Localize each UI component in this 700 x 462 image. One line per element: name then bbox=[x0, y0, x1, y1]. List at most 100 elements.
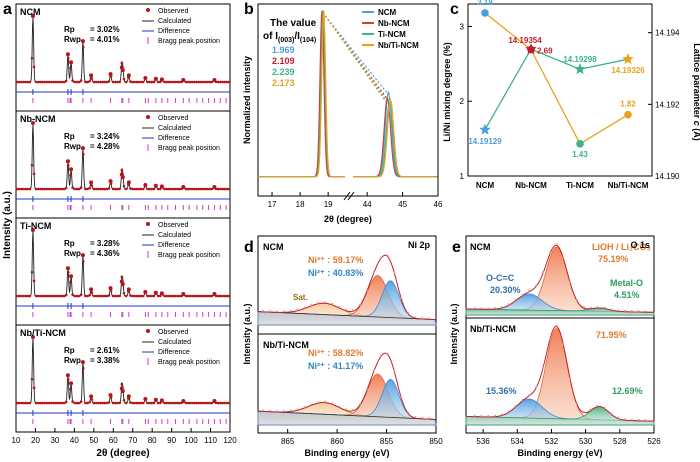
panel-d-observed-point bbox=[386, 254, 389, 257]
panel-a-rwp-label: Rwp bbox=[64, 35, 81, 44]
panel-a-rwp-value: = 4.28% bbox=[90, 142, 120, 151]
panel-a-observed-point bbox=[156, 187, 160, 191]
panel-b-axis-break bbox=[347, 191, 355, 201]
panel-b-legend: NCM Nb-NCM Ti-NCM Nb/Ti-NCM bbox=[362, 8, 419, 50]
panel-e-metal-value: 12.69% bbox=[612, 386, 643, 396]
panel-a-observed-point bbox=[171, 187, 175, 191]
panel-a-observed-point bbox=[118, 401, 121, 405]
panel-d-x-tick-label: 860 bbox=[330, 437, 344, 446]
panel-a-observed-point bbox=[84, 187, 87, 191]
panel-c-right-tick-label: 14.194 bbox=[655, 29, 680, 38]
panel-e-x-tick-label: 534 bbox=[511, 437, 525, 446]
panel-a-observed-point bbox=[135, 294, 139, 298]
panel-a-observed-point bbox=[37, 294, 40, 298]
panel-e-observed-point bbox=[521, 293, 524, 296]
panel-a-observed-point bbox=[103, 401, 107, 405]
panel-a-observed-point bbox=[124, 187, 128, 191]
panel-a-rwp-label: Rwp bbox=[64, 356, 81, 365]
panel-a-observed-point bbox=[218, 187, 222, 191]
panel-a-observed-peak bbox=[212, 78, 217, 83]
panel-c-lattice-marker bbox=[574, 63, 586, 75]
panel-e-observed-point bbox=[623, 309, 626, 312]
panel-a-observed-point bbox=[156, 80, 160, 84]
panel-e: e NCM LiOH / Li₂CO₃ 75.19% O-C=C 20.30% Metal… bbox=[449, 235, 661, 458]
panel-a-observed-point bbox=[122, 398, 126, 402]
panel-a-observed-point bbox=[114, 80, 117, 84]
panel-b-x-tick-label: 19 bbox=[324, 200, 333, 209]
panel-e-observed-point bbox=[480, 307, 483, 310]
panel-e-observed-point bbox=[535, 385, 538, 388]
panel-a-observed-point bbox=[139, 294, 143, 298]
panel-a-observed-point bbox=[52, 294, 55, 298]
panel-a-observed-point bbox=[49, 187, 53, 191]
panel-a-observed-point bbox=[86, 294, 89, 298]
panel-a-rp-value: = 3.24% bbox=[90, 132, 120, 141]
panel-e-lioh-value: 71.95% bbox=[596, 330, 627, 340]
panel-a-observed-point bbox=[17, 294, 21, 298]
panel-a-observed-point bbox=[47, 401, 51, 405]
panel-d-observed-point bbox=[275, 310, 278, 313]
panel-a-observed-point bbox=[26, 401, 29, 405]
panel-a-x-tick-label: 100 bbox=[184, 436, 198, 445]
panel-a-observed-point bbox=[210, 401, 214, 405]
panel-a-x-tick-label: 70 bbox=[128, 436, 137, 445]
panel-e-observed-point bbox=[589, 306, 592, 309]
panel-c-right-tick-label: 14.190 bbox=[655, 172, 680, 181]
panel-d-observed-point bbox=[303, 405, 306, 408]
panel-a-observed-point bbox=[223, 401, 226, 405]
panel-a-observed-point bbox=[62, 294, 66, 298]
panel-e-plot: NCM LiOH / Li₂CO₃ 75.19% O-C=C 20.30% Metal-O… bbox=[465, 242, 661, 446]
panel-a-observed-point bbox=[120, 61, 124, 65]
panel-e-observed-point bbox=[582, 410, 585, 413]
panel-a-observed-point bbox=[167, 294, 171, 298]
panel-e-observed-point bbox=[610, 412, 613, 415]
panel-a-observed-point bbox=[197, 80, 201, 84]
panel-a-observed-point bbox=[131, 294, 134, 298]
panel-d-observed-point bbox=[400, 396, 403, 399]
panel-a-observed-point bbox=[67, 164, 70, 167]
panel-a-observed-point bbox=[101, 294, 104, 298]
panel-a-observed-point bbox=[133, 80, 136, 84]
panel-a-observed-point bbox=[15, 80, 19, 84]
panel-a-observed-point bbox=[210, 187, 214, 191]
panel-a-observed-point bbox=[107, 294, 111, 297]
panel-a-observed-point bbox=[137, 401, 141, 405]
panel-a-observed-point bbox=[174, 80, 177, 84]
panel-e-x-tick-label: 530 bbox=[579, 437, 593, 446]
panel-a-observed-point bbox=[32, 172, 36, 176]
panel-b-ratio-value: 2.173 bbox=[272, 78, 295, 88]
panel-a-sample-name: Ti-NCM bbox=[20, 221, 51, 231]
panel-a-observed-point bbox=[52, 187, 55, 191]
panel-a-legend-label: Bragg peak position bbox=[158, 145, 220, 152]
panel-a-observed-point bbox=[101, 187, 104, 191]
panel-c-lattice-marker bbox=[479, 123, 491, 135]
panel-a-observed-peak bbox=[80, 253, 85, 258]
panel-a-observed-point bbox=[34, 401, 38, 405]
panel-e-occ-value: 20.30% bbox=[490, 285, 521, 295]
panel-a-ylabel: Intensity (a.u.) bbox=[2, 191, 13, 259]
panel-a-observed-point bbox=[45, 294, 49, 298]
panel-a-observed-point bbox=[73, 80, 77, 84]
panel-a-observed-point bbox=[41, 80, 44, 84]
panel-d-observed-point bbox=[338, 305, 341, 308]
panel-a-observed-point bbox=[79, 293, 83, 296]
panel-c-plot: 3.18 2.69 1.43 1.82 14.19129 14.19354 14.19298… bbox=[460, 0, 680, 190]
panel-a-observed-point bbox=[191, 401, 194, 405]
panel-d-observed-point bbox=[268, 310, 271, 313]
panel-a-observed-point bbox=[96, 80, 100, 84]
panel-a-observed-point bbox=[39, 80, 42, 84]
panel-d-observed-point bbox=[428, 317, 431, 320]
panel-d-xlabel: Binding energy (eV) bbox=[304, 448, 389, 458]
panel-a-observed-point bbox=[39, 401, 42, 405]
panel-d-observed-point bbox=[289, 409, 292, 412]
panel-b-ratio-title-2: of I(003)/I(104) bbox=[263, 31, 316, 44]
panel-e-observed-point bbox=[603, 306, 606, 309]
panel-a-observed-point bbox=[84, 80, 87, 84]
panel-a-observed-point bbox=[189, 294, 192, 298]
panel-d-observed-point bbox=[407, 311, 410, 314]
panel-a-legend-label: Observed bbox=[158, 115, 188, 122]
panel-e-element: O 1s bbox=[630, 240, 650, 250]
panel-a-observed-point bbox=[208, 187, 211, 191]
panel-a-observed-point bbox=[150, 294, 154, 298]
panel-a-observed-point bbox=[201, 187, 205, 191]
